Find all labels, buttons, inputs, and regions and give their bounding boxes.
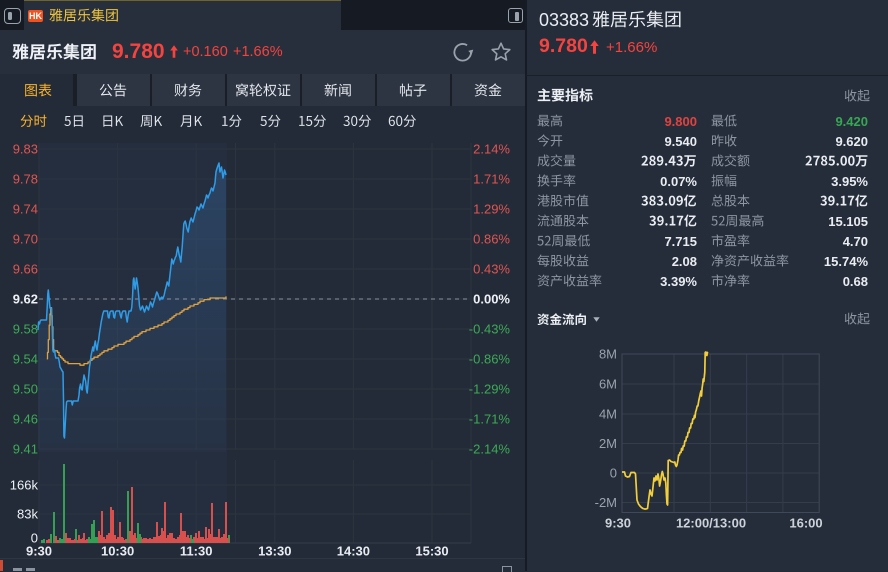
svg-text:9.54: 9.54 (13, 352, 38, 367)
svg-text:-1.71%: -1.71% (469, 412, 511, 427)
svg-text:0.86%: 0.86% (473, 232, 510, 247)
svg-text:83k: 83k (17, 507, 38, 522)
svg-text:9:30: 9:30 (26, 544, 52, 559)
svg-text:0: 0 (31, 531, 38, 546)
svg-text:9.83: 9.83 (13, 142, 38, 157)
svg-text:4M: 4M (599, 407, 617, 422)
svg-text:-2.14%: -2.14% (469, 442, 511, 457)
svg-text:9.50: 9.50 (13, 382, 38, 397)
svg-text:6M: 6M (599, 377, 617, 392)
svg-text:-0.86%: -0.86% (469, 352, 511, 367)
svg-text:11:30: 11:30 (180, 544, 213, 559)
svg-text:-0.43%: -0.43% (469, 322, 511, 337)
svg-text:13:30: 13:30 (258, 544, 291, 559)
svg-text:0.00%: 0.00% (473, 292, 510, 307)
svg-text:16:00: 16:00 (789, 516, 822, 531)
svg-text:9.66: 9.66 (13, 262, 38, 277)
svg-text:9:30: 9:30 (605, 516, 631, 531)
svg-text:-2M: -2M (595, 495, 617, 510)
svg-text:9.41: 9.41 (13, 442, 38, 457)
svg-text:15:30: 15:30 (415, 544, 448, 559)
svg-text:0: 0 (610, 466, 617, 481)
svg-text:1.29%: 1.29% (473, 202, 510, 217)
svg-text:9.74: 9.74 (13, 202, 38, 217)
svg-text:0.43%: 0.43% (473, 262, 510, 277)
svg-text:14:30: 14:30 (337, 544, 370, 559)
svg-text:9.70: 9.70 (13, 232, 38, 247)
svg-text:12:00/13:00: 12:00/13:00 (676, 516, 746, 531)
svg-text:-1.29%: -1.29% (469, 382, 511, 397)
svg-text:9.58: 9.58 (13, 322, 38, 337)
svg-text:9.62: 9.62 (13, 292, 38, 307)
svg-text:2.14%: 2.14% (473, 142, 510, 157)
svg-text:2M: 2M (599, 436, 617, 451)
svg-text:10:30: 10:30 (101, 544, 134, 559)
svg-text:9.46: 9.46 (13, 412, 38, 427)
svg-text:9.78: 9.78 (13, 172, 38, 187)
svg-text:1.71%: 1.71% (473, 172, 510, 187)
svg-text:166k: 166k (10, 478, 39, 493)
svg-text:8M: 8M (599, 347, 617, 362)
